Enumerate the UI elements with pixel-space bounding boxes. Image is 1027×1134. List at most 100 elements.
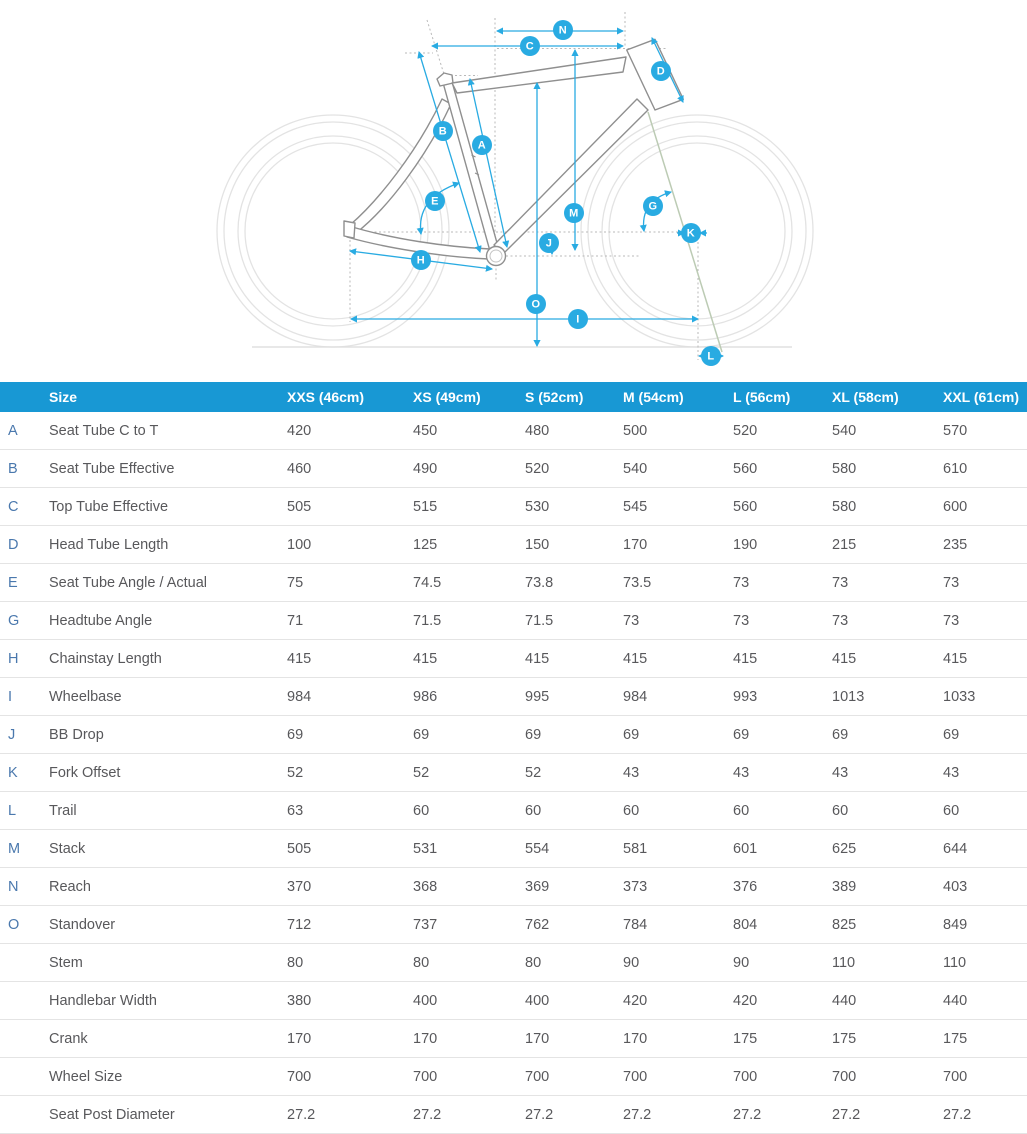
cell-value: 60 [832, 802, 849, 819]
cell-value: 175 [733, 1030, 758, 1047]
row-label: Trail [49, 802, 77, 819]
cell-value: 60 [943, 802, 960, 819]
badge-circle [520, 36, 540, 56]
table-row: E Seat Tube Angle / Actual 75 74.5 73.8 73.5 7… [0, 564, 1027, 602]
badge-letter: H [417, 255, 425, 267]
row-label: Reach [49, 878, 91, 895]
cell-value: 80 [287, 954, 304, 971]
row-label: Wheelbase [49, 688, 122, 705]
cell-value: 400 [525, 992, 550, 1009]
row-letter: K [8, 764, 18, 781]
geometry-diagram-svg: A B C D E G H I J K L M N O [216, 12, 814, 366]
badge-M: M [564, 203, 584, 223]
cell-value: 52 [287, 764, 304, 781]
top-tube [451, 56, 627, 94]
cell-value: 420 [623, 992, 648, 1009]
cell-value: 540 [832, 422, 857, 439]
cell-value: 530 [525, 498, 550, 515]
row-label: Stack [49, 840, 86, 857]
row-letter: M [8, 840, 21, 857]
geometry-table: Size XXS (46cm) XS (49cm) S (52cm) M (54cm)… [0, 382, 1027, 1134]
cell-value: 150 [525, 536, 550, 553]
column-header-5: XL (58cm) [832, 389, 899, 405]
cell-value: 27.2 [287, 1106, 316, 1123]
table-row: B Seat Tube Effective 460 490 520 540 560 580 61… [0, 450, 1027, 488]
cell-value: 420 [287, 422, 312, 439]
badge-letter: M [569, 208, 579, 220]
badge-O: O [526, 294, 546, 314]
cell-value: 762 [525, 916, 550, 933]
badge-circle [425, 191, 445, 211]
badge-letter: G [648, 201, 657, 213]
column-header-1: XS (49cm) [413, 389, 481, 405]
cell-value: 110 [943, 954, 967, 971]
row-label: Wheel Size [49, 1068, 123, 1085]
cell-value: 90 [733, 954, 750, 971]
badge-letter: K [687, 228, 695, 240]
cell-value: 984 [287, 688, 312, 705]
bike-geometry-diagram: A B C D E G H I J K L M N O [0, 0, 1027, 382]
cell-value: 170 [525, 1030, 550, 1047]
cell-value: 784 [623, 916, 648, 933]
bottom-bracket [485, 245, 507, 267]
cell-value: 480 [525, 422, 550, 439]
cell-value: 170 [413, 1030, 438, 1047]
table-row: Stem 80 80 80 90 90 110 110 [0, 944, 1027, 982]
cell-value: 368 [413, 878, 438, 895]
cell-value: 73 [943, 574, 960, 591]
cell-value: 700 [733, 1068, 758, 1085]
cell-value: 601 [733, 840, 758, 857]
row-letter: D [8, 536, 19, 553]
cell-value: 505 [287, 840, 312, 857]
cell-value: 389 [832, 878, 857, 895]
badge-letter: O [531, 299, 540, 311]
table-row: O Standover 712 737 762 784 804 825 849 [0, 906, 1027, 944]
table-row: M Stack 505 531 554 581 601 625 644 [0, 830, 1027, 868]
badge-letter: C [526, 41, 534, 53]
cell-value: 69 [832, 726, 849, 743]
table-body: A Seat Tube C to T 420 450 480 500 520 540 570 B S… [0, 412, 1027, 1134]
cell-value: 60 [623, 802, 640, 819]
row-letter: N [8, 878, 19, 895]
badge-circle [564, 203, 584, 223]
cell-value: 52 [413, 764, 430, 781]
badge-circle [681, 223, 701, 243]
cell-value: 520 [525, 460, 550, 477]
cell-value: 27.2 [413, 1106, 442, 1123]
cell-value: 490 [413, 460, 438, 477]
badge-letter: L [707, 351, 714, 363]
badge-circle [526, 294, 546, 314]
row-letter: E [8, 574, 18, 591]
row-label: Seat Post Diameter [49, 1106, 175, 1123]
badge-letter: D [657, 66, 665, 78]
cell-value: 986 [413, 688, 438, 705]
seat-tube [443, 82, 501, 258]
cell-value: 531 [413, 840, 438, 857]
cell-value: 804 [733, 916, 758, 933]
badge-circle [651, 61, 671, 81]
table-row: C Top Tube Effective 505 515 530 545 560 580 600 [0, 488, 1027, 526]
cell-value: 27.2 [943, 1106, 972, 1123]
column-header-3: M (54cm) [623, 389, 684, 405]
cell-value: 73 [733, 574, 750, 591]
badge-circle [701, 346, 721, 366]
table-row: L Trail 63 60 60 60 60 60 60 [0, 792, 1027, 830]
cell-value: 370 [287, 878, 312, 895]
cell-value: 71.5 [525, 612, 554, 629]
row-label: Top Tube Effective [49, 498, 169, 515]
table-row: A Seat Tube C to T 420 450 480 500 520 540 570 [0, 412, 1027, 450]
badge-circle [411, 250, 431, 270]
cell-value: 554 [525, 840, 550, 857]
badge-letter: J [546, 238, 553, 250]
cell-value: 440 [943, 992, 968, 1009]
badge-A: A [472, 135, 492, 155]
cell-value: 369 [525, 878, 550, 895]
dimension-badges: A B C D E G H I J K L M N O [411, 20, 721, 366]
table-row: J BB Drop 69 69 69 69 69 69 69 [0, 716, 1027, 754]
cell-value: 52 [525, 764, 542, 781]
cell-value: 175 [832, 1030, 857, 1047]
row-letter: C [8, 498, 19, 515]
cell-value: 376 [733, 878, 758, 895]
cell-value: 215 [832, 536, 857, 553]
column-header-size: Size [49, 389, 78, 405]
